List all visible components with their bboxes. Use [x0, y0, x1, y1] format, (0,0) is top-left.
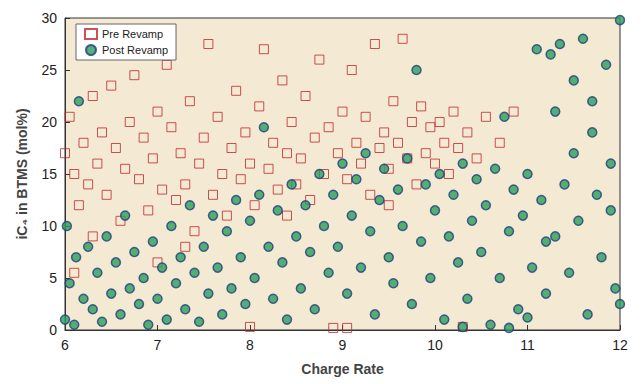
- svg-text:9: 9: [339, 337, 347, 353]
- svg-text:20: 20: [41, 114, 57, 130]
- svg-text:7: 7: [154, 337, 162, 353]
- svg-text:Post Revamp: Post Revamp: [102, 44, 168, 56]
- svg-text:25: 25: [41, 62, 57, 78]
- svg-text:15: 15: [41, 166, 57, 182]
- svg-text:8: 8: [246, 337, 254, 353]
- svg-text:10: 10: [41, 218, 57, 234]
- svg-text:12: 12: [612, 337, 628, 353]
- svg-text:11: 11: [520, 337, 535, 353]
- svg-text:0: 0: [49, 322, 57, 338]
- svg-text:10: 10: [427, 337, 443, 353]
- svg-text:30: 30: [41, 10, 57, 26]
- svg-text:Charge Rate: Charge Rate: [301, 361, 384, 377]
- svg-text:6: 6: [61, 337, 69, 353]
- svg-text:Pre Revamp: Pre Revamp: [102, 28, 163, 40]
- svg-text:5: 5: [49, 270, 57, 286]
- svg-text:iC₄ in BTMS (mol%): iC₄ in BTMS (mol%): [14, 108, 30, 239]
